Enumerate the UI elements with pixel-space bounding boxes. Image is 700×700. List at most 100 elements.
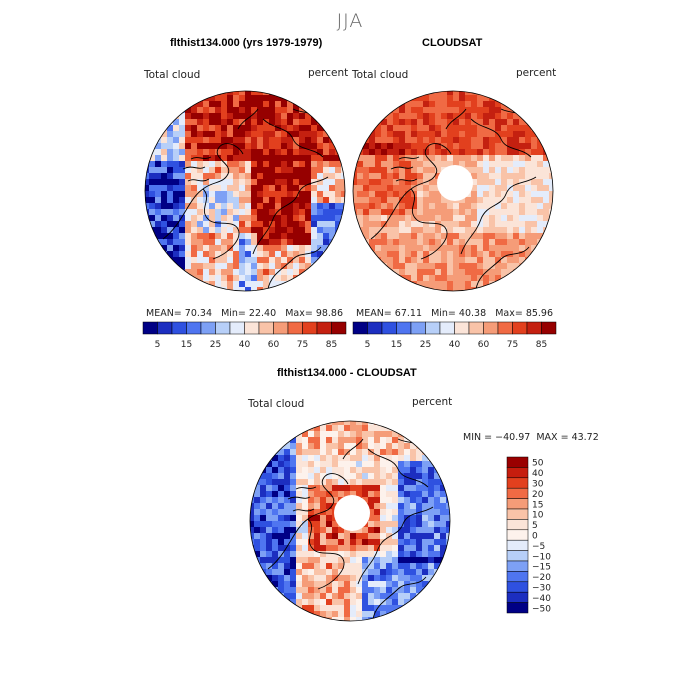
colorbar-swatch bbox=[273, 321, 289, 335]
colorbar-swatch bbox=[258, 321, 274, 335]
panel1-map bbox=[144, 90, 346, 292]
colorbar-swatch bbox=[506, 487, 529, 499]
panel3-min-label: MIN = bbox=[463, 432, 493, 443]
colorbar-swatch bbox=[506, 591, 529, 603]
panel2-min-value: 40.38 bbox=[458, 308, 487, 319]
colorbar-swatch bbox=[367, 321, 383, 335]
panel1-left-label: Total cloud bbox=[144, 69, 201, 81]
panel1-max-value: 98.86 bbox=[315, 308, 344, 319]
panel3-title: flthist134.000 - CLOUDSAT bbox=[277, 367, 417, 379]
colorbar-tick-label: 75 bbox=[507, 340, 518, 350]
panel3-min-value: −40.97 bbox=[495, 432, 531, 443]
colorbar-tick-label: 25 bbox=[210, 340, 221, 350]
colorbar-tick-label: 60 bbox=[478, 340, 490, 350]
colorbar-tick-label: 15 bbox=[391, 340, 402, 350]
colorbar-swatch bbox=[186, 321, 202, 335]
colorbar-swatch bbox=[331, 321, 347, 335]
season-title: JJA bbox=[336, 10, 364, 32]
colorbar-tick-label: 40 bbox=[239, 340, 251, 350]
colorbar-tick-label: 50 bbox=[532, 459, 544, 469]
colorbar-swatch bbox=[381, 321, 397, 335]
colorbar-tick-label: 5 bbox=[365, 340, 371, 350]
panel1-stats: MEAN= 70.34 Min= 22.40 Max= 98.86 bbox=[146, 308, 343, 319]
colorbar-swatch bbox=[396, 321, 412, 335]
panel2-max-value: 85.96 bbox=[525, 308, 554, 319]
panel1-title: flthist134.000 (yrs 1979-1979) bbox=[170, 37, 323, 49]
colorbar-swatch bbox=[497, 321, 513, 335]
colorbar-swatch bbox=[506, 560, 529, 572]
colorbar-tick-label: 15 bbox=[181, 340, 192, 350]
colorbar-tick-label: −5 bbox=[532, 542, 545, 552]
colorbar-tick-label: −20 bbox=[532, 573, 551, 583]
map-boundary bbox=[144, 90, 346, 292]
colorbar-swatch bbox=[506, 550, 529, 562]
colorbar-swatch bbox=[142, 321, 158, 335]
colorbar-swatch bbox=[512, 321, 528, 335]
panel3-max-label: MAX = bbox=[536, 432, 569, 443]
panel3-map bbox=[249, 420, 451, 622]
coastlines bbox=[370, 108, 537, 290]
colorbar-tick-label: 30 bbox=[532, 480, 544, 490]
colorbar-swatch bbox=[506, 581, 529, 593]
panel1-max-label: Max= bbox=[285, 308, 313, 319]
panel2-colorbar: 515254060758595 bbox=[352, 321, 557, 350]
colorbar-tick-label: 40 bbox=[532, 469, 544, 479]
colorbar-swatch bbox=[410, 321, 426, 335]
colorbar-swatch bbox=[506, 456, 529, 468]
colorbar-swatch bbox=[506, 477, 529, 489]
colorbar-swatch bbox=[506, 508, 529, 520]
map-boundary bbox=[352, 90, 554, 292]
panel1-min-label: Min= bbox=[221, 308, 246, 319]
missing-data-hole bbox=[437, 165, 473, 201]
panel2-min-label: Min= bbox=[431, 308, 456, 319]
colorbar-swatch bbox=[157, 321, 173, 335]
panel3-unit-label: percent bbox=[412, 396, 453, 408]
panel2-mean-label: MEAN= bbox=[356, 308, 392, 319]
colorbar-swatch bbox=[506, 467, 529, 479]
panel2-max-label: Max= bbox=[495, 308, 523, 319]
panel2-stats: MEAN= 67.11 Min= 40.38 Max= 85.96 bbox=[356, 308, 553, 319]
colorbar-tick-label: 75 bbox=[297, 340, 308, 350]
colorbar-tick-label: 15 bbox=[532, 500, 543, 510]
colorbar-tick-label: 0 bbox=[532, 532, 538, 542]
colorbar-swatch bbox=[454, 321, 470, 335]
colorbar-tick-label: −50 bbox=[532, 604, 551, 614]
colorbar-swatch bbox=[244, 321, 260, 335]
panel1-unit-label: percent bbox=[308, 67, 349, 79]
colorbar-tick-label: 25 bbox=[420, 340, 431, 350]
colorbar-swatch bbox=[526, 321, 542, 335]
colorbar-swatch bbox=[468, 321, 484, 335]
missing-data-hole bbox=[334, 495, 370, 531]
colorbar-tick-label: 60 bbox=[268, 340, 280, 350]
colorbar-tick-label: 10 bbox=[532, 511, 544, 521]
panel2-mean-value: 67.11 bbox=[394, 308, 422, 319]
colorbar-tick-label: −40 bbox=[532, 594, 551, 604]
colorbar-swatch bbox=[316, 321, 332, 335]
panel1-mean-label: MEAN= bbox=[146, 308, 182, 319]
colorbar-swatch bbox=[506, 539, 529, 551]
coastlines bbox=[267, 438, 434, 620]
colorbar-swatch bbox=[425, 321, 441, 335]
panel2-unit-label: percent bbox=[516, 67, 557, 79]
panel3-stats: MIN = −40.97 MAX = 43.72 bbox=[463, 432, 599, 443]
panel1-mean-value: 70.34 bbox=[184, 308, 212, 319]
panel3-max-value: 43.72 bbox=[571, 432, 599, 443]
map-boundary bbox=[249, 420, 451, 622]
colorbar-tick-label: −10 bbox=[532, 552, 551, 562]
colorbar-swatch bbox=[506, 529, 529, 541]
colorbar-swatch bbox=[506, 498, 529, 510]
colorbar-swatch bbox=[541, 321, 557, 335]
colorbar-swatch bbox=[302, 321, 318, 335]
coastlines bbox=[162, 108, 329, 290]
colorbar-swatch bbox=[171, 321, 187, 335]
colorbar-swatch bbox=[506, 571, 529, 583]
colorbar-swatch bbox=[506, 519, 529, 531]
colorbar-tick-label: −15 bbox=[532, 563, 551, 573]
colorbar-swatch bbox=[200, 321, 216, 335]
colorbar-tick-label: 5 bbox=[155, 340, 161, 350]
panel2-title: CLOUDSAT bbox=[422, 37, 483, 49]
panel2-left-label: Total cloud bbox=[352, 69, 409, 81]
colorbar-tick-label: 5 bbox=[532, 521, 538, 531]
colorbar-swatch bbox=[483, 321, 499, 335]
